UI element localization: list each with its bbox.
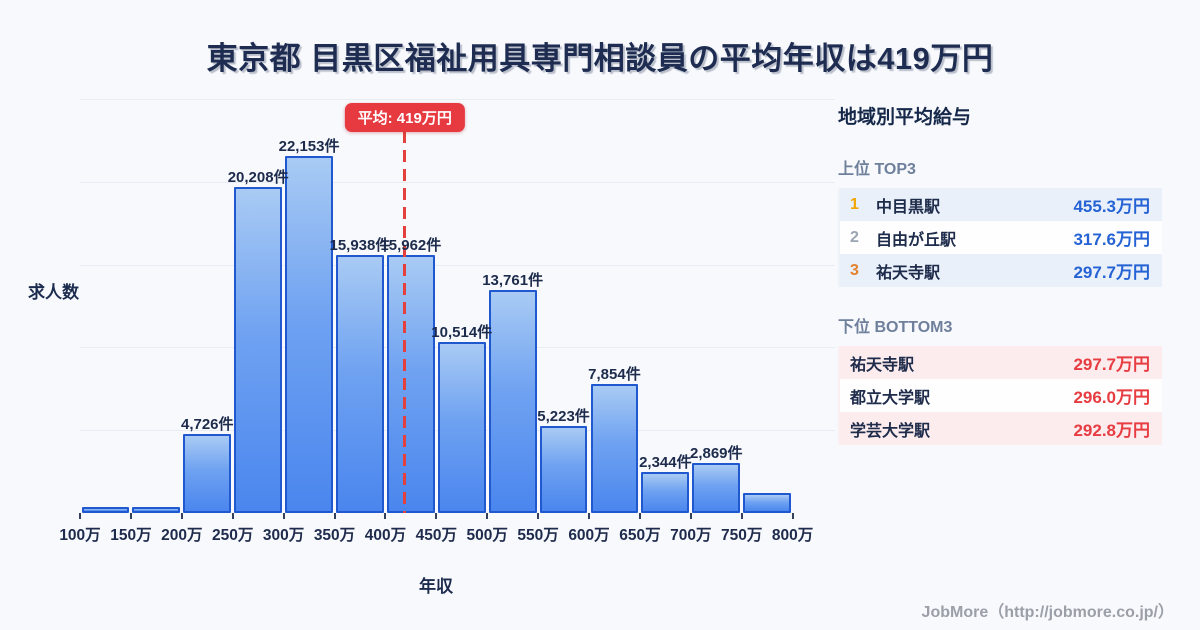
bottom3-table: 祐天寺駅 297.7万円 都立大学駅 296.0万円 学芸大学駅 292.8万円 [838, 346, 1162, 445]
x-tick-label: 650万 [619, 527, 661, 544]
station-name: 自由が丘駅 [876, 231, 957, 249]
footer-credit: JobMore（http://jobmore.co.jp/） [921, 604, 1174, 621]
histogram-bar [183, 433, 232, 513]
table-row: 祐天寺駅 297.7万円 [840, 346, 1162, 379]
bar-value-label: 4,726件 [180, 415, 234, 433]
x-tick-mark [180, 513, 183, 519]
x-tick-mark [435, 513, 438, 519]
bar-value-label: 5,223件 [537, 407, 590, 425]
table-row: 学芸大学駅 292.8万円 [840, 412, 1162, 445]
station-name: 中目黒駅 [876, 198, 941, 216]
x-tick-mark [689, 513, 692, 519]
histogram-bar [590, 383, 639, 513]
x-tick-label: 400万 [364, 527, 407, 544]
x-tick-mark [79, 513, 81, 519]
rank-badge: 2 [850, 228, 859, 246]
histogram-bar [488, 289, 537, 513]
table-row: 都立大学駅 296.0万円 [840, 379, 1162, 412]
salary-value: 297.7万円 [1073, 355, 1150, 374]
gridline [80, 181, 835, 183]
x-tick-label: 250万 [212, 527, 254, 544]
region-salary-sidebar: 地域別平均給与 上位 TOP3 1 中目黒駅 455.3万円 2 自由が丘駅 3… [838, 96, 1162, 445]
x-tick-mark [791, 513, 794, 519]
salary-value: 296.0万円 [1073, 388, 1150, 407]
y-axis-label: 求人数 [28, 283, 79, 302]
average-line [402, 131, 407, 513]
bar-value-label: 2,869件 [689, 445, 743, 463]
x-tick-label: 600万 [568, 527, 610, 544]
histogram-bar [743, 493, 792, 513]
histogram-bar [234, 187, 283, 513]
histogram-bar [81, 507, 130, 513]
histogram-bar [437, 341, 486, 513]
x-tick-mark [740, 513, 743, 519]
x-tick-mark [537, 513, 540, 519]
rank-badge: 3 [850, 261, 859, 279]
gridline [80, 99, 835, 100]
histogram-bar [539, 425, 588, 513]
station-name: 都立大学駅 [850, 389, 931, 407]
table-row: 3 祐天寺駅 297.7万円 [840, 254, 1162, 287]
station-name: 学芸大学駅 [850, 422, 931, 440]
bar-value-label: 2,344件 [639, 453, 692, 471]
x-tick-label: 300万 [262, 527, 305, 544]
average-badge: 平均: 419万円 [344, 103, 465, 132]
x-tick-mark [129, 513, 132, 519]
x-tick-label: 550万 [517, 527, 559, 544]
x-tick-label: 150万 [110, 527, 152, 544]
x-tick-mark [282, 513, 285, 519]
x-tick-label: 750万 [721, 527, 763, 544]
table-row: 2 自由が丘駅 317.6万円 [840, 221, 1162, 254]
rank-badge: 1 [850, 195, 859, 213]
station-name: 祐天寺駅 [850, 356, 915, 374]
salary-value: 455.3万円 [1073, 197, 1150, 216]
bar-value-label: 22,153件 [278, 138, 340, 156]
histogram-bar [132, 507, 181, 513]
histogram-bar [641, 471, 690, 513]
salary-value: 317.6万円 [1073, 230, 1150, 249]
histogram-bar [692, 463, 741, 513]
histogram-bar [285, 156, 333, 513]
salary-value: 297.7万円 [1073, 263, 1150, 282]
x-axis-label: 年収 [419, 577, 453, 596]
table-row: 1 中目黒駅 455.3万円 [840, 188, 1162, 221]
top3-heading: 上位 TOP3 [838, 161, 916, 178]
station-name: 祐天寺駅 [876, 264, 941, 282]
histogram-bar [386, 254, 435, 513]
sidebar-heading: 地域別平均給与 [838, 107, 972, 128]
x-tick-label: 450万 [415, 527, 457, 544]
bar-value-label: 15,962件 [380, 236, 442, 254]
x-tick-mark [231, 513, 234, 519]
x-tick-mark [588, 513, 590, 519]
salary-value: 292.8万円 [1073, 421, 1150, 440]
x-tick-label: 200万 [161, 527, 203, 544]
x-tick-label: 800万 [771, 527, 814, 544]
bar-value-label: 10,514件 [431, 323, 493, 341]
salary-histogram-chart: 求人数 4,726件 20,208件 22,153件 15,938件 15,962件 10… [28, 99, 835, 596]
x-tick-mark [638, 513, 641, 519]
gridline [80, 264, 835, 266]
page-title: 東京都 目黒区福祉用具専門相談員の平均年収は419万円 [206, 41, 994, 76]
bar-value-label: 7,854件 [588, 365, 641, 383]
histogram-bar [336, 255, 384, 513]
bottom3-heading: 下位 BOTTOM3 [838, 319, 953, 336]
x-tick-label: 350万 [313, 527, 356, 544]
top3-table: 1 中目黒駅 455.3万円 2 自由が丘駅 317.6万円 3 祐天寺駅 29… [838, 188, 1162, 287]
bar-value-label: 13,761件 [482, 271, 544, 289]
x-tick-mark [384, 513, 387, 519]
x-tick-mark [333, 513, 336, 519]
x-tick-label: 500万 [466, 527, 508, 544]
x-tick-label: 100万 [59, 527, 101, 544]
x-tick-label: 700万 [670, 527, 712, 544]
bar-value-label: 20,208件 [227, 169, 289, 187]
x-tick-mark [486, 513, 489, 519]
bar-value-label: 15,938件 [329, 237, 391, 255]
